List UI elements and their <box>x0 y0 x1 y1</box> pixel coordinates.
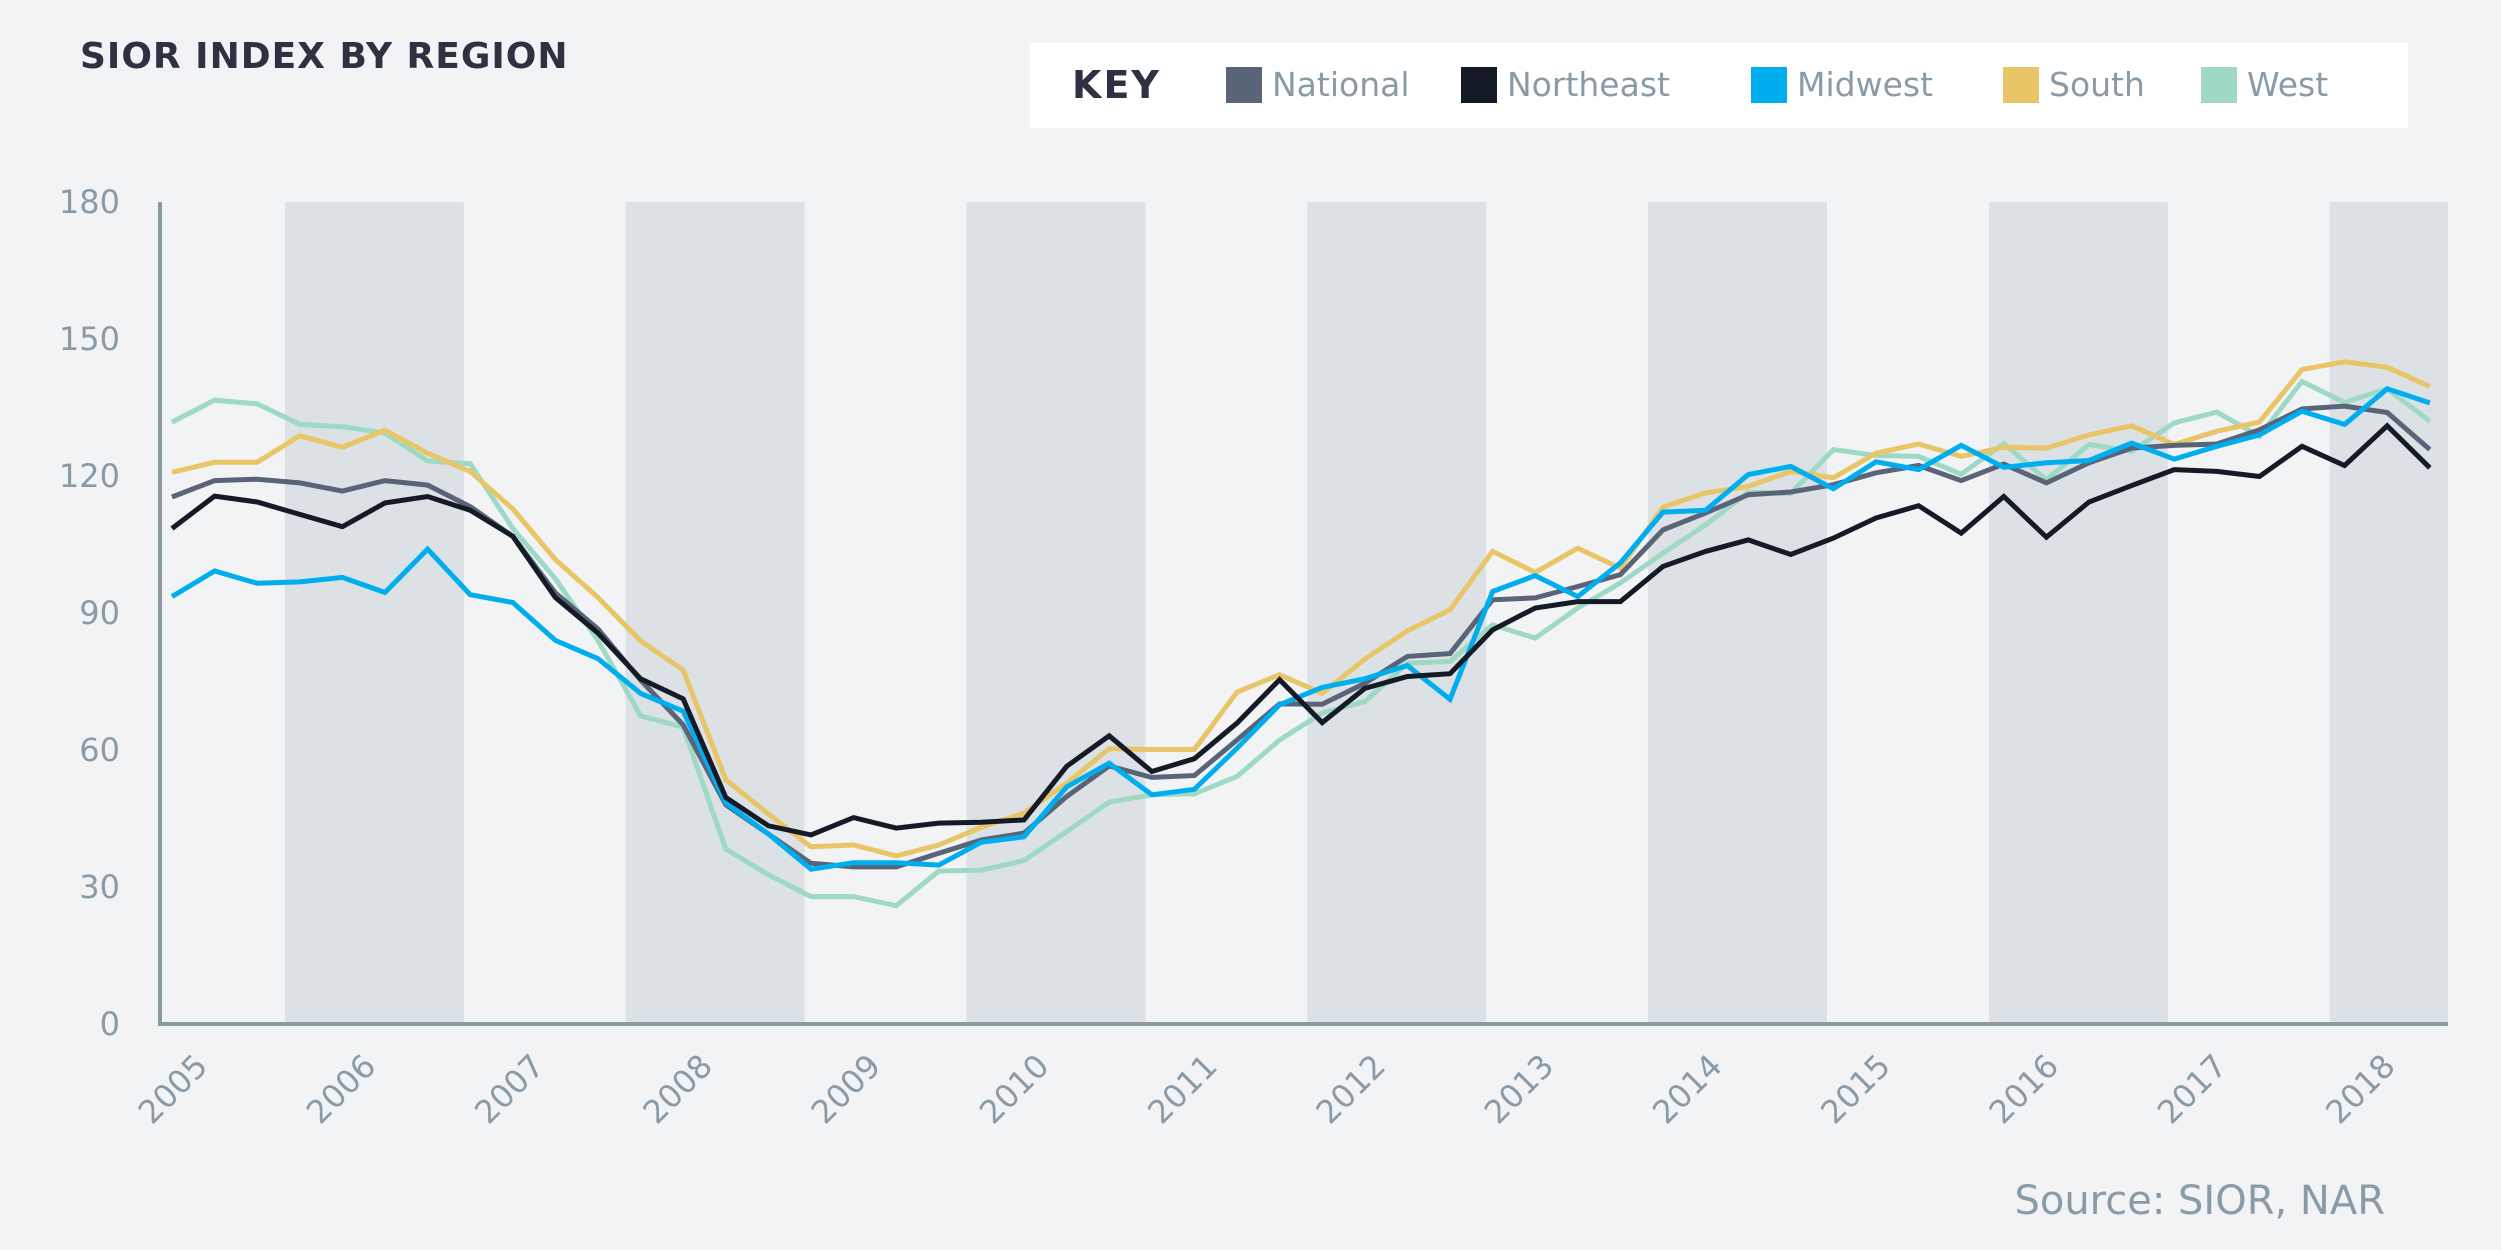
legend-swatch <box>2201 66 2237 103</box>
series-line-northeast <box>170 422 2432 838</box>
legend-label: West <box>2247 65 2329 104</box>
y-tick-label: 180 <box>59 183 120 221</box>
series-line-west <box>170 378 2432 909</box>
legend-item-northeast: Northeast <box>1461 65 1670 104</box>
x-tick-label: 2015 <box>1813 1047 1897 1131</box>
x-tick-label: 2013 <box>1477 1047 1561 1131</box>
year-band-2012 <box>1307 202 1487 1024</box>
x-tick-label: 2005 <box>131 1047 215 1131</box>
legend-swatch <box>1751 66 1787 103</box>
x-axis-ticks: 2005 2006 2007 2008 2009 2010 2011 2012 2013 2014… <box>131 1047 2403 1131</box>
y-tick-label: 0 <box>100 1005 120 1043</box>
x-tick-label: 2008 <box>635 1047 719 1131</box>
y-tick-label: 30 <box>79 868 120 906</box>
legend-item-midwest: Midwest <box>1751 65 1933 104</box>
legend-label: South <box>2049 65 2145 104</box>
year-band-2008 <box>625 202 805 1024</box>
x-tick-label: 2010 <box>972 1047 1056 1131</box>
x-tick-label: 2009 <box>804 1047 888 1131</box>
y-tick-label: 150 <box>59 320 120 358</box>
legend-swatch <box>1461 66 1497 103</box>
legend-item-national: National <box>1226 65 1410 104</box>
y-tick-label: 90 <box>79 594 120 632</box>
x-tick-label: 2018 <box>2318 1047 2402 1131</box>
year-band-2006 <box>284 202 464 1024</box>
year-band-2018 <box>2329 202 2448 1024</box>
legend-swatch <box>2003 66 2039 103</box>
source-note: Source: SIOR, NAR <box>2014 1178 2385 1224</box>
legend-item-south: South <box>2003 65 2145 104</box>
x-tick-label: 2012 <box>1309 1047 1393 1131</box>
x-tick-label: 2017 <box>2150 1047 2234 1131</box>
series-lines <box>170 359 2432 909</box>
series-line-midwest <box>170 385 2431 872</box>
year-bands <box>284 202 2448 1024</box>
legend-label: Midwest <box>1797 65 1934 104</box>
series-line-south <box>171 359 2431 859</box>
x-tick-label: 2007 <box>467 1047 551 1131</box>
chart-title: SIOR INDEX BY REGION <box>80 36 569 77</box>
year-band-2016 <box>1988 202 2168 1024</box>
legend-label: Northeast <box>1507 65 1670 104</box>
y-tick-label: 120 <box>59 457 120 495</box>
y-axis-ticks: 0 30 60 90 120 150 180 <box>59 183 120 1043</box>
legend-item-west: West <box>2201 65 2328 104</box>
legend: KEY National Northeast Midwest South Wes… <box>1030 43 2408 128</box>
x-tick-label: 2011 <box>1140 1047 1224 1131</box>
x-tick-label: 2016 <box>1982 1047 2066 1131</box>
x-tick-label: 2014 <box>1645 1047 1729 1131</box>
year-band-2010 <box>966 202 1146 1024</box>
x-tick-label: 2006 <box>299 1047 383 1131</box>
y-tick-label: 60 <box>79 731 120 769</box>
legend-title: KEY <box>1072 63 1161 107</box>
legend-swatch <box>1226 66 1262 103</box>
legend-label: National <box>1272 65 1410 104</box>
year-band-2014 <box>1648 202 1828 1024</box>
